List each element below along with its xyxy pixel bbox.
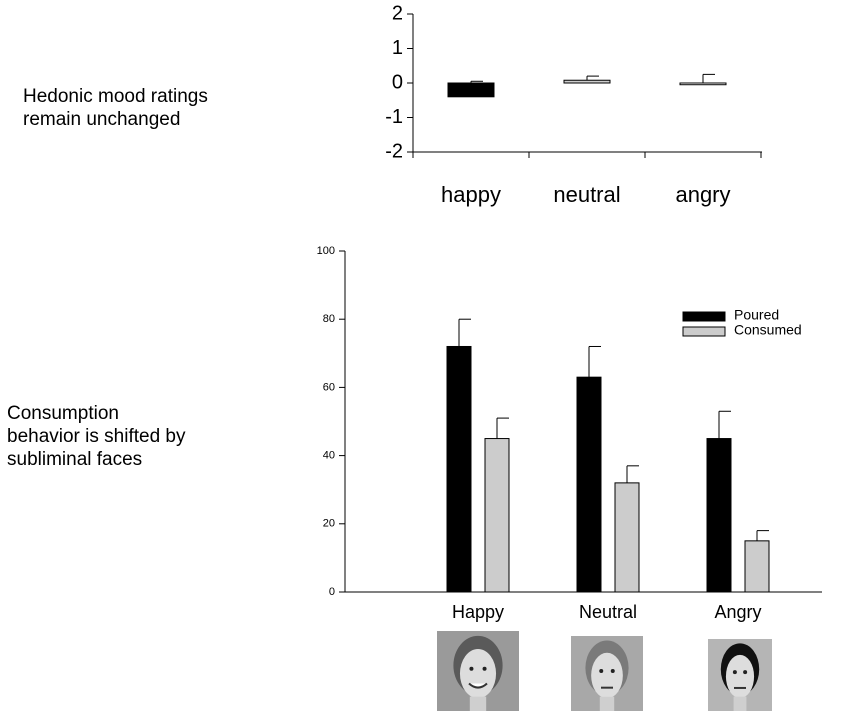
legend-swatch <box>683 327 725 336</box>
x-tick-label: neutral <box>553 182 620 207</box>
face <box>591 653 623 699</box>
y-tick-label: 80 <box>323 313 335 325</box>
y-tick-label: 1 <box>392 37 403 59</box>
neck <box>734 697 747 711</box>
y-tick-label: 0 <box>392 71 403 93</box>
annotation: Consumption <box>7 403 119 424</box>
legend-swatch <box>683 312 725 321</box>
y-tick-label: 0 <box>329 586 335 598</box>
bar <box>485 439 509 592</box>
eye <box>743 670 747 674</box>
bar <box>680 83 726 85</box>
bar <box>577 377 601 592</box>
x-tick-label: happy <box>441 182 501 207</box>
y-tick-label: 40 <box>323 450 335 462</box>
bar <box>564 80 610 83</box>
x-tick-label: angry <box>675 182 730 207</box>
figure: Hedonic mood ratingsremain unchanged -2 -1… <box>0 0 861 711</box>
x-tick-label: Neutral <box>579 602 637 622</box>
neck <box>600 697 614 711</box>
eye <box>611 669 615 673</box>
legend-label: Poured <box>734 307 779 323</box>
face-photo <box>708 639 772 711</box>
annotation: behavior is shifted by <box>7 426 186 447</box>
legend-label: Consumed <box>734 322 802 338</box>
face-photo <box>437 631 519 711</box>
bar <box>707 439 731 592</box>
bar <box>448 83 494 97</box>
eye <box>483 667 487 671</box>
y-tick-label: 2 <box>392 2 403 24</box>
eye <box>599 669 603 673</box>
face-photo <box>571 636 643 711</box>
annotation: remain unchanged <box>23 109 180 130</box>
y-tick-label: 100 <box>317 245 335 257</box>
neck <box>470 697 486 711</box>
face <box>726 655 754 698</box>
x-tick-label: Happy <box>452 602 504 622</box>
y-tick-label: -2 <box>385 140 403 162</box>
eye <box>733 670 737 674</box>
annotation: subliminal faces <box>7 449 142 470</box>
x-tick-label: Angry <box>714 602 761 622</box>
y-tick-label: 20 <box>323 518 335 530</box>
bar <box>447 346 471 592</box>
eye <box>469 667 473 671</box>
y-tick-label: -1 <box>385 106 403 128</box>
annotation: Hedonic mood ratings <box>23 86 208 107</box>
bar <box>615 483 639 592</box>
bar <box>745 541 769 592</box>
y-tick-label: 60 <box>323 381 335 393</box>
face <box>460 649 496 698</box>
